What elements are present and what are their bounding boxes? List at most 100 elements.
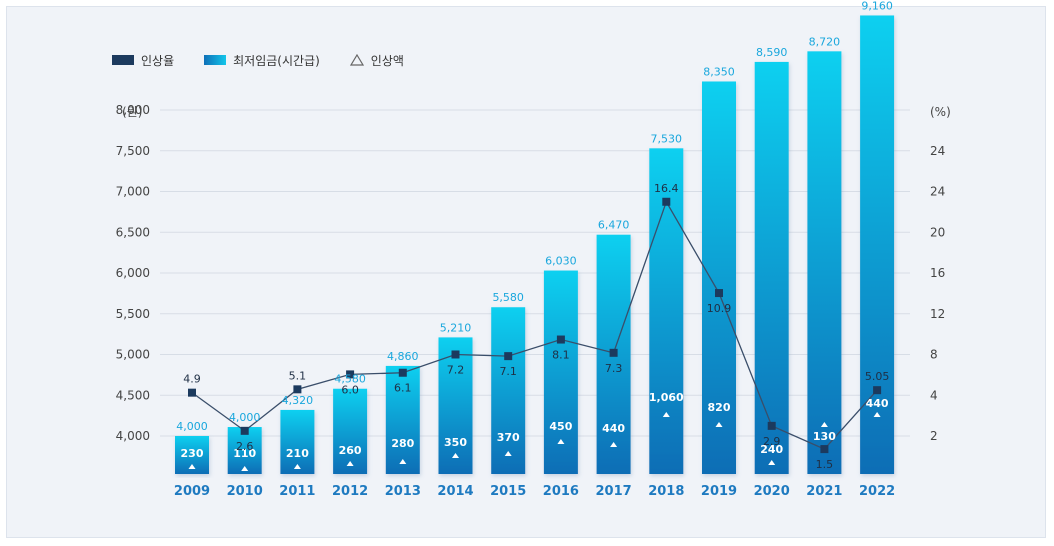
rate-point [715, 289, 723, 298]
increase-marker [820, 422, 828, 427]
increase-value-label: 230 [181, 447, 204, 460]
rate-point [451, 350, 460, 359]
wage-value-label: 5,210 [440, 321, 472, 334]
rate-value-label: 7.1 [499, 365, 517, 378]
year-label: 2018 [648, 484, 684, 499]
left-axis-unit: (원) [122, 105, 142, 119]
rate-point [346, 370, 355, 379]
increase-value-label: 450 [549, 420, 572, 433]
wage-bar [438, 337, 473, 474]
year-label: 2017 [596, 484, 632, 499]
increase-value-label: 820 [708, 401, 731, 414]
wage-value-label: 4,860 [387, 350, 419, 363]
increase-marker [715, 422, 723, 427]
wage-bar [280, 409, 315, 474]
increase-value-label: 280 [391, 437, 414, 450]
right-tick-label: 12 [930, 307, 945, 321]
left-tick-label: 5,500 [116, 307, 150, 321]
increase-value-label: 350 [444, 436, 467, 449]
wage-value-label: 8,590 [756, 46, 788, 59]
rate-value-label: 16.4 [654, 182, 679, 195]
wage-bar [491, 307, 526, 474]
legend-item-increase: 인상액 [349, 52, 404, 69]
rate-value-label: 2.6 [236, 440, 254, 453]
increase-marker [873, 412, 881, 417]
wage-value-label: 4,320 [282, 394, 314, 407]
rate-value-label: 2.9 [763, 435, 781, 448]
rate-value-label: 7.2 [447, 363, 465, 376]
increase-marker [610, 442, 618, 447]
wage-value-label: 8,720 [809, 35, 841, 48]
wage-value-label: 4,000 [176, 420, 208, 433]
rate-point [609, 348, 618, 357]
right-tick-label: 4 [930, 388, 938, 402]
left-tick-label: 5,000 [116, 348, 150, 362]
increase-marker [188, 464, 196, 469]
left-tick-label: 7,500 [116, 144, 150, 158]
increase-value-label: 440 [866, 397, 889, 410]
increase-marker [399, 459, 407, 464]
increase-marker [293, 464, 301, 469]
right-tick-label: 20 [930, 225, 945, 239]
rate-point [293, 385, 302, 394]
wage-bar [754, 61, 789, 474]
right-tick-label: 2 [930, 429, 938, 443]
legend: 인상율 최저임금(시간급) 인상액 [112, 52, 434, 68]
wage-value-label: 5,580 [492, 291, 524, 304]
legend-rate-label: 인상율 [141, 53, 175, 68]
year-label: 2014 [437, 484, 473, 499]
rate-value-label: 7.3 [605, 362, 623, 375]
year-label: 2009 [174, 484, 210, 499]
increase-value-label: 130 [813, 430, 836, 443]
rate-value-label: 6.1 [394, 382, 412, 395]
rate-value-label: 1.5 [816, 458, 834, 471]
rate-point [662, 197, 671, 206]
legend-swatch-line [112, 55, 134, 65]
rate-point [820, 445, 829, 454]
left-tick-label: 8,000 [116, 103, 150, 117]
wage-value-label: 7,530 [651, 132, 683, 145]
year-label: 2010 [227, 484, 263, 499]
year-label: 2022 [859, 484, 895, 499]
increase-marker [241, 466, 249, 471]
wage-value-label: 4,000 [229, 411, 261, 424]
wage-value-label: 6,470 [598, 219, 630, 232]
increase-marker [452, 453, 459, 458]
left-tick-label: 7,000 [116, 185, 150, 199]
wage-bar [702, 81, 736, 474]
right-tick-label: 24 [930, 185, 945, 199]
year-label: 2013 [385, 484, 421, 499]
rate-line [191, 200, 878, 450]
rate-value-label: 5.1 [289, 369, 307, 382]
right-tick-label: 8 [930, 348, 938, 362]
year-label: 2015 [490, 484, 526, 499]
wage-bar [807, 51, 842, 474]
year-label: 2012 [332, 484, 368, 499]
wage-value-label: 9,160 [861, 0, 893, 12]
year-label: 2016 [543, 484, 579, 499]
wage-value-label: 8,350 [703, 65, 735, 78]
rate-point [188, 388, 196, 397]
increase-marker [768, 460, 776, 465]
wage-bar [333, 388, 368, 474]
left-tick-label: 6,000 [116, 266, 150, 280]
year-label: 2019 [701, 484, 737, 499]
rate-value-label: 6.0 [341, 383, 359, 396]
legend-item-rate: 인상율 [112, 52, 174, 69]
increase-value-label: 440 [602, 422, 625, 435]
rate-point [504, 352, 513, 361]
wage-bar [860, 15, 895, 475]
increase-marker [662, 412, 670, 417]
wage-bar [385, 365, 420, 474]
rate-value-label: 5.05 [865, 370, 890, 383]
left-tick-label: 6,500 [116, 225, 150, 239]
increase-value-label: 210 [286, 447, 309, 460]
rate-point [873, 386, 882, 395]
year-label: 2011 [279, 484, 315, 499]
increase-value-label: 240 [760, 443, 783, 456]
legend-increase-label: 인상액 [370, 53, 404, 68]
wage-value-label: 6,030 [545, 255, 577, 268]
rate-value-label: 8.1 [552, 349, 570, 362]
legend-wage-label: 최저임금(시간급) [233, 53, 320, 68]
rate-point [398, 368, 407, 377]
